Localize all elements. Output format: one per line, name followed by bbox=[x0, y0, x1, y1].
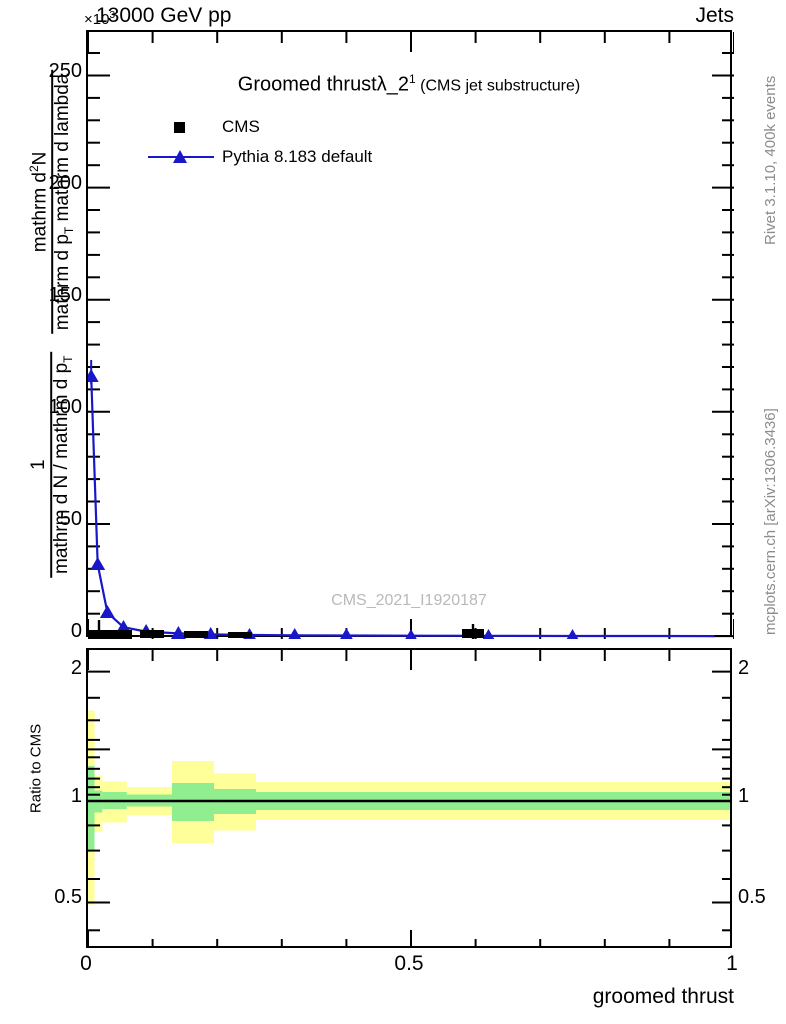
ratio-y-axis-label: Ratio to CMS bbox=[27, 723, 45, 814]
analysis-id-watermark: CMS_2021_I1920187 bbox=[331, 592, 487, 609]
ytick-0: 0 bbox=[70, 620, 82, 642]
main-y-ticks-left bbox=[88, 52, 110, 638]
ratio-y-ticks-left bbox=[88, 670, 110, 932]
ratio-x-ticks bbox=[88, 650, 671, 946]
y-axis-scale-factor: ×103 bbox=[84, 10, 116, 28]
ratio-y-tick-labels-right: 2 1 0.5 bbox=[738, 0, 786, 1024]
rivet-version-credit: Rivet 3.1.10, 400k events bbox=[762, 75, 779, 245]
ytick-200: 200 bbox=[48, 172, 82, 194]
square-marker-icon bbox=[148, 117, 214, 137]
ratio-ytick-0.5-right: 0.5 bbox=[738, 886, 766, 908]
ytick-100: 100 bbox=[48, 396, 82, 418]
cms-error-bars bbox=[97, 620, 475, 639]
legend-label-cms: CMS bbox=[222, 117, 260, 136]
legend-item-pythia: Pythia 8.183 default bbox=[148, 142, 372, 172]
ratio-ytick-1-left: 1 bbox=[70, 785, 82, 807]
ratio-ytick-2-right: 2 bbox=[738, 657, 750, 679]
ratio-band-inner bbox=[88, 766, 730, 851]
plot-title: Groomed thrustλ_21 (CMS jet substructure… bbox=[237, 72, 581, 96]
xtick-1: 1 bbox=[726, 952, 738, 975]
mcplots-credit[interactable]: mcplots.cern.ch [arXiv:1306.3436] bbox=[762, 408, 779, 635]
legend-label-pythia: Pythia 8.183 default bbox=[222, 147, 373, 166]
ratio-ytick-2-left: 2 bbox=[70, 657, 82, 679]
main-plot-panel: Groomed thrustλ_21 (CMS jet substructure… bbox=[86, 30, 734, 639]
ytick-50: 50 bbox=[59, 508, 82, 530]
x-axis-label: groomed thrust bbox=[592, 985, 734, 1008]
ratio-band-outer bbox=[88, 710, 730, 905]
xtick-0: 0 bbox=[80, 952, 92, 975]
beam-energy-label: 13000 GeV pp bbox=[96, 4, 232, 27]
legend: CMS Pythia 8.183 default bbox=[148, 112, 372, 172]
ratio-y-tick-labels-left: 2 1 0.5 bbox=[0, 0, 82, 1024]
legend-item-cms: CMS bbox=[148, 112, 372, 142]
ratio-plot-panel bbox=[86, 648, 732, 948]
ratio-y-ticks-right bbox=[712, 670, 730, 932]
ratio-ytick-1-right: 1 bbox=[738, 785, 750, 807]
triangle-line-marker-icon bbox=[148, 147, 214, 167]
ratio-plot-graphics bbox=[88, 650, 730, 946]
ytick-250: 250 bbox=[48, 60, 82, 82]
analysis-category-label: Jets bbox=[695, 4, 734, 27]
xtick-0.5: 0.5 bbox=[394, 952, 424, 975]
ratio-ytick-0.5-left: 0.5 bbox=[54, 886, 82, 908]
cms-data-markers bbox=[88, 629, 484, 639]
main-y-tick-labels: 0 50 100 150 200 250 bbox=[0, 0, 82, 1024]
main-y-ticks-right bbox=[712, 52, 734, 638]
ytick-150: 150 bbox=[48, 284, 82, 306]
